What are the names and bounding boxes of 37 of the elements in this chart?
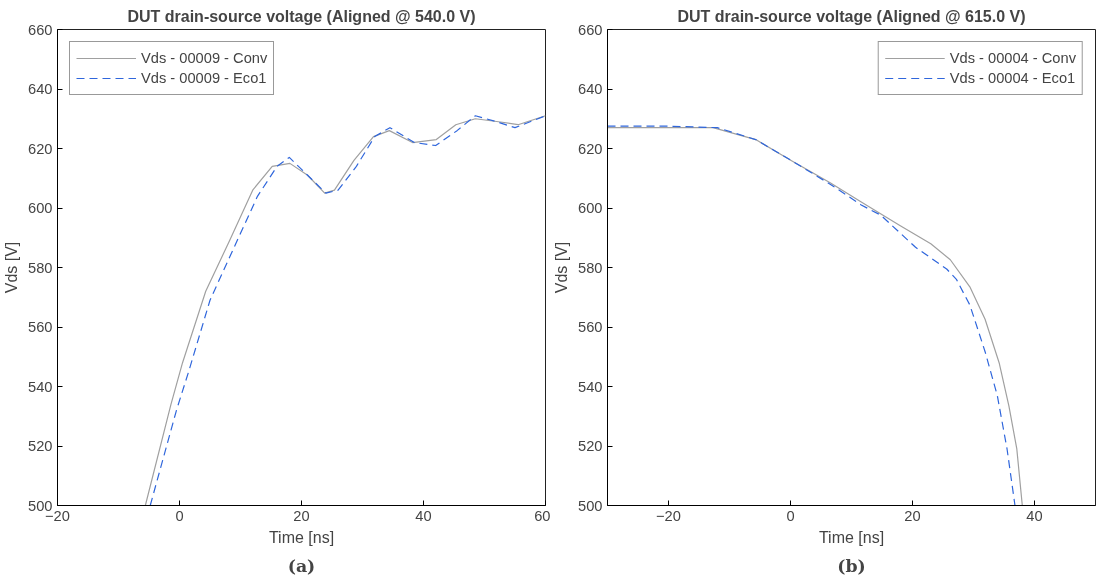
legend-label: Vds - 00009 - Eco1 <box>141 70 267 86</box>
y-tick-label: 640 <box>28 81 53 97</box>
y-tick-label: 580 <box>28 259 53 276</box>
x-tick-label: 40 <box>415 507 432 524</box>
text: (a) <box>287 555 316 576</box>
y-tick-label: 620 <box>28 140 53 157</box>
y-axis-title: Vds [V] <box>553 241 571 294</box>
legend-label: Vds - 00004 - Conv <box>949 50 1076 66</box>
chart-title: DUT drain-source voltage (Aligned @ 540.0 V) <box>127 7 476 25</box>
x-tick-label: 40 <box>1026 507 1043 524</box>
text: (b) <box>837 555 866 576</box>
y-tick-label: 520 <box>28 438 53 454</box>
y-tick-label: 560 <box>578 319 603 335</box>
y-tick-label: 540 <box>578 378 603 395</box>
chart-title: DUT drain-source voltage (Aligned @ 615.0 V) <box>677 7 1026 25</box>
y-tick-label: 540 <box>28 378 53 395</box>
y-tick-label: 500 <box>578 497 603 514</box>
x-tick-label: 20 <box>904 507 921 524</box>
y-tick-label: 660 <box>28 21 53 38</box>
y-tick-label: 620 <box>578 140 603 157</box>
y-tick-label: 560 <box>28 319 53 335</box>
y-tick-label: 660 <box>578 21 603 38</box>
y-tick-label: 600 <box>28 200 53 216</box>
x-tick-label: −20 <box>656 507 681 524</box>
x-tick-label: 20 <box>293 507 310 524</box>
x-tick-label: 0 <box>786 507 795 524</box>
x-axis-title: Time [ns] <box>818 528 885 546</box>
legend-label: Vds - 00004 - Eco1 <box>949 70 1076 86</box>
x-axis-title: Time [ns] <box>268 528 335 546</box>
legend-label: Vds - 00009 - Conv <box>141 50 268 66</box>
y-tick-label: 640 <box>578 81 603 97</box>
x-tick-label: 60 <box>534 507 551 524</box>
y-axis-title: Vds [V] <box>3 241 21 294</box>
y-tick-label: 600 <box>578 200 603 216</box>
y-tick-label: 520 <box>578 438 603 454</box>
y-tick-label: 580 <box>578 259 603 276</box>
x-tick-label: 0 <box>175 507 184 524</box>
